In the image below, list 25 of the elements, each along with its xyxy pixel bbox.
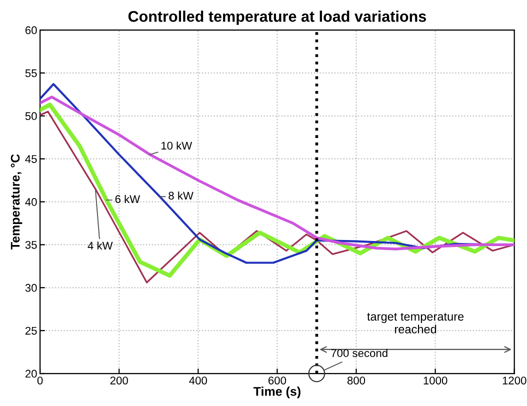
y-tick-label: 20 [25, 370, 37, 378]
annotation: target temperature reached [367, 312, 464, 334]
series-label: 8 kW [168, 191, 194, 200]
series-label: 6 kW [115, 194, 140, 204]
series-label: 10 kW [161, 141, 192, 150]
x-tick-label: 600 [268, 376, 286, 384]
x-tick-label: 0 [37, 376, 43, 384]
y-tick-label: 30 [25, 284, 37, 292]
annotation: 700 second [331, 348, 388, 358]
x-axis-title: Time (s) [253, 386, 300, 398]
x-tick-label: 800 [347, 376, 366, 384]
series-label: 4 kW [88, 242, 113, 250]
y-tick-label: 45 [25, 155, 37, 163]
y-tick-label: 40 [25, 198, 37, 206]
x-tick-label: 1000 [424, 376, 448, 384]
x-tick-label: 400 [189, 376, 207, 384]
chart-title: Controlled temperature at load variations [128, 10, 426, 25]
y-axis-title: Temperature, °C [10, 154, 22, 250]
y-tick-label: 25 [25, 326, 37, 335]
x-tick-label: 1200 [502, 376, 526, 384]
y-tick-label: 55 [25, 69, 37, 78]
y-tick-label: 50 [25, 112, 37, 120]
x-tick-label: 200 [110, 376, 128, 384]
y-tick-label: 60 [25, 26, 37, 34]
y-tick-label: 35 [25, 240, 37, 249]
